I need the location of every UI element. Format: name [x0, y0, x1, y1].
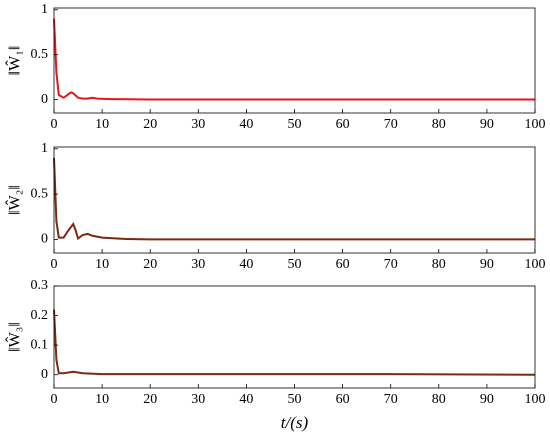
- data-line: [53, 18, 535, 101]
- x-tick-label: 20: [143, 392, 157, 407]
- x-tick-label: 100: [525, 392, 546, 407]
- x-tick-label: 30: [191, 257, 205, 272]
- data-line: [53, 157, 535, 241]
- y-axis-label: ‖Ŵ₂‖: [5, 185, 24, 215]
- x-tick-label: 90: [480, 392, 494, 407]
- x-tick-label: 0: [51, 117, 58, 132]
- y-tick-label: 0.1: [31, 337, 49, 352]
- y-tick-label: 0.5: [31, 186, 49, 201]
- x-tick-label: 30: [191, 392, 205, 407]
- x-tick-label: 90: [480, 117, 494, 132]
- y-axis-label: ‖Ŵ₃‖: [5, 322, 24, 352]
- x-tick-label: 80: [432, 257, 446, 272]
- y-tick-label: 0.3: [31, 278, 49, 293]
- x-tick-label: 70: [384, 117, 398, 132]
- x-tick-label: 70: [384, 257, 398, 272]
- x-tick-label: 0: [51, 257, 58, 272]
- axes-box: [53, 285, 536, 389]
- y-axis-label: ‖Ŵ₁‖: [5, 46, 24, 76]
- y-tick-label: 0.2: [31, 308, 49, 323]
- y-tick-label: 1: [41, 2, 48, 17]
- x-tick-label: 60: [336, 117, 350, 132]
- x-tick-label: 70: [384, 392, 398, 407]
- x-tick-label: 20: [143, 117, 157, 132]
- x-tick-label: 50: [288, 392, 302, 407]
- axes-box: [53, 146, 536, 254]
- y-tick-label: 0.5: [31, 47, 49, 62]
- x-tick-label: 40: [239, 257, 253, 272]
- x-tick-label: 60: [336, 257, 350, 272]
- x-tick-label: 10: [95, 117, 109, 132]
- y-tick-label: 0: [41, 367, 48, 382]
- x-tick-label: 50: [288, 117, 302, 132]
- x-tick-label: 10: [95, 257, 109, 272]
- x-tick-label: 40: [239, 392, 253, 407]
- x-tick-label: 30: [191, 117, 205, 132]
- x-tick-label: 80: [432, 392, 446, 407]
- x-tick-label: 80: [432, 117, 446, 132]
- x-tick-label: 60: [336, 392, 350, 407]
- axes-box: [53, 7, 536, 114]
- x-tick-label: 0: [51, 392, 58, 407]
- x-axis-label: t/(s): [281, 413, 309, 432]
- x-tick-label: 100: [525, 117, 546, 132]
- x-tick-label: 50: [288, 257, 302, 272]
- x-tick-label: 90: [480, 257, 494, 272]
- x-tick-label: 10: [95, 392, 109, 407]
- y-tick-label: 1: [41, 141, 48, 156]
- x-tick-label: 20: [143, 257, 157, 272]
- y-tick-label: 0: [41, 92, 48, 107]
- x-tick-label: 100: [525, 257, 546, 272]
- x-tick-label: 40: [239, 117, 253, 132]
- data-line: [53, 309, 536, 376]
- y-tick-label: 0: [41, 232, 48, 247]
